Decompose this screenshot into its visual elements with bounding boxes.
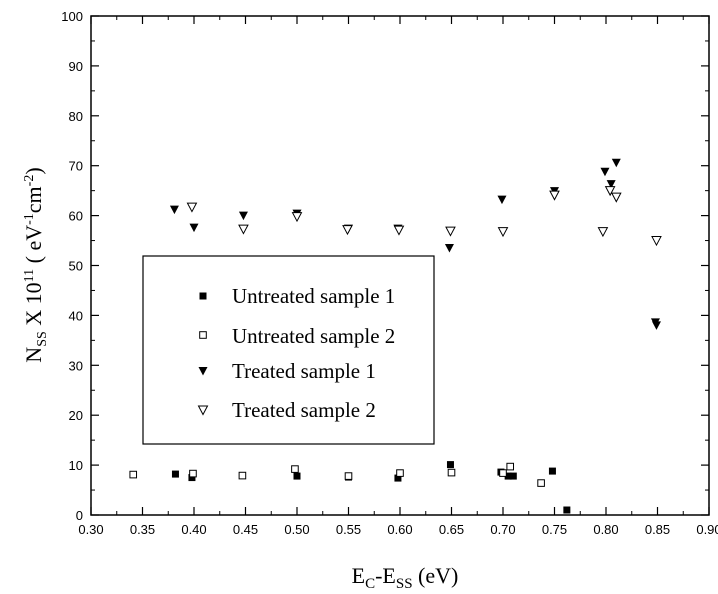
x-title-main: E bbox=[352, 563, 365, 588]
data-point-series-2 bbox=[396, 469, 404, 477]
data-point-series-1 bbox=[394, 474, 402, 482]
data-point-series-3 bbox=[606, 180, 616, 189]
y-title-mid3: cm bbox=[21, 186, 46, 213]
data-point-series-1 bbox=[293, 472, 301, 480]
data-point-series-2 bbox=[499, 469, 507, 477]
legend-label-untreated-2: Untreated sample 2 bbox=[232, 324, 395, 348]
y-title-mid2: ( eV bbox=[21, 225, 46, 269]
y-title-sup2: -1 bbox=[22, 213, 37, 225]
legend-label-untreated-1: Untreated sample 1 bbox=[232, 284, 395, 308]
x-tick-label: 0.35 bbox=[130, 522, 155, 537]
y-tick-label: 30 bbox=[69, 358, 83, 373]
data-point-series-4 bbox=[610, 192, 622, 203]
data-point-series-2 bbox=[238, 471, 247, 480]
data-point-series-1 bbox=[563, 506, 571, 514]
data-point-series-4 bbox=[497, 227, 509, 238]
x-title-tail: (eV) bbox=[413, 563, 459, 588]
data-point-series-4 bbox=[291, 212, 303, 223]
legend-label-treated-1: Treated sample 1 bbox=[232, 359, 376, 383]
y-tick-label: 10 bbox=[69, 458, 83, 473]
data-point-series-4 bbox=[549, 190, 560, 201]
data-point-series-4 bbox=[393, 225, 405, 236]
data-point-series-1 bbox=[548, 467, 556, 475]
y-axis-title: NSS X 1011 ( eV-1cm-2) bbox=[21, 167, 50, 362]
axes-layer: 0.30 0.35 0.40 0.45 0.50 0.55 0.60 0.65 0.70 0.75… bbox=[61, 9, 718, 537]
legend-marker-series-3 bbox=[198, 367, 208, 376]
data-point-series-2 bbox=[506, 462, 515, 471]
x-tick-label: 0.50 bbox=[284, 522, 309, 537]
x-tick-label: 0.85 bbox=[645, 522, 670, 537]
data-point-series-3 bbox=[651, 321, 661, 330]
y-title-main: N bbox=[21, 347, 46, 363]
y-title-sub1: SS bbox=[35, 331, 50, 347]
data-point-series-4 bbox=[445, 226, 456, 237]
data-point-series-4 bbox=[238, 224, 249, 235]
data-point-series-3 bbox=[611, 158, 621, 168]
data-point-series-2 bbox=[291, 465, 299, 473]
x-tick-label: 0.55 bbox=[336, 522, 361, 537]
x-title-sub2: SS bbox=[396, 576, 413, 592]
data-point-series-2 bbox=[537, 479, 545, 487]
data-point-series-4 bbox=[342, 225, 353, 236]
y-tick-label: 100 bbox=[61, 9, 83, 24]
data-point-series-3 bbox=[600, 167, 610, 177]
y-title-tail: ) bbox=[21, 167, 46, 174]
legend-markers bbox=[197, 292, 209, 416]
y-title-sup3: -2 bbox=[22, 175, 37, 187]
data-point-series-2 bbox=[344, 472, 353, 480]
y-title-sup1: 11 bbox=[22, 269, 37, 282]
y-tick-label: 90 bbox=[69, 59, 83, 74]
data-point-series-2 bbox=[447, 468, 456, 477]
legend-marker-series-4 bbox=[197, 405, 209, 416]
x-tick-label: 0.70 bbox=[490, 522, 515, 537]
data-point-series-1 bbox=[504, 472, 512, 480]
data-point-series-4 bbox=[604, 186, 616, 197]
y-tick-label: 60 bbox=[69, 209, 83, 224]
legend-box bbox=[142, 255, 435, 445]
marks-layer bbox=[129, 158, 662, 514]
data-point-series-3 bbox=[189, 223, 199, 233]
data-point-series-2 bbox=[189, 469, 197, 478]
x-axis-title: EC-ESS (eV) bbox=[352, 563, 459, 592]
y-tick-label: 0 bbox=[76, 508, 83, 523]
x-tick-label: 0.60 bbox=[387, 522, 412, 537]
data-point-series-1 bbox=[171, 470, 179, 478]
x-tick-label: 0.80 bbox=[593, 522, 618, 537]
x-tick-label: 0.30 bbox=[78, 522, 103, 537]
data-point-series-3 bbox=[169, 205, 179, 215]
data-point-series-4 bbox=[186, 202, 198, 213]
x-tick-label: 0.75 bbox=[542, 522, 567, 537]
legend: Untreated sample 1 Untreated sample 2 Tr… bbox=[142, 255, 435, 445]
y-tick-label: 40 bbox=[69, 308, 83, 323]
x-tick-label: 0.65 bbox=[439, 522, 464, 537]
y-tick-label: 20 bbox=[69, 408, 83, 423]
data-point-series-3 bbox=[497, 195, 507, 205]
data-point-series-4 bbox=[597, 227, 609, 238]
y-tick-label: 70 bbox=[69, 159, 83, 174]
x-tick-label: 0.40 bbox=[181, 522, 206, 537]
x-title-mid: -E bbox=[375, 563, 396, 588]
y-tick-label: 50 bbox=[69, 259, 83, 274]
data-point-series-1 bbox=[509, 472, 517, 480]
data-point-series-2 bbox=[129, 470, 138, 479]
x-tick-label: 0.45 bbox=[233, 522, 258, 537]
data-point-series-3 bbox=[444, 244, 454, 253]
data-point-series-1 bbox=[188, 474, 196, 482]
data-point-series-1 bbox=[446, 461, 454, 469]
data-point-series-3 bbox=[238, 211, 248, 221]
data-point-series-4 bbox=[651, 236, 662, 247]
y-tick-label: 80 bbox=[69, 109, 83, 124]
legend-label-treated-2: Treated sample 2 bbox=[232, 398, 376, 422]
x-tick-label: 0.90 bbox=[696, 522, 718, 537]
x-title-sub1: C bbox=[365, 576, 375, 592]
legend-marker-series-2 bbox=[199, 331, 207, 339]
legend-marker-series-1 bbox=[199, 292, 207, 300]
y-title-mid: X 10 bbox=[21, 282, 46, 331]
